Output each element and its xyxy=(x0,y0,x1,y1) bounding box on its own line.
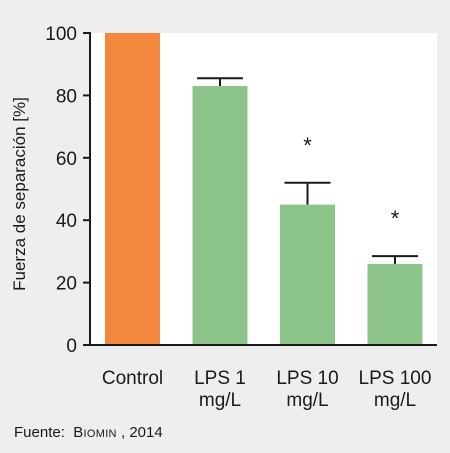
bar-0 xyxy=(105,33,160,345)
y-tick-label-0: 0 xyxy=(66,336,77,357)
category-label-0: Control xyxy=(102,368,163,389)
y-tick-label-100: 100 xyxy=(45,24,77,45)
bar-3 xyxy=(367,263,423,345)
source-year: , 2014 xyxy=(120,424,163,441)
source-note: Fuente: Biomin , 2014 xyxy=(14,424,163,441)
y-tick-label-40: 40 xyxy=(56,211,77,232)
category-label-3: LPS 100 mg/L xyxy=(359,368,432,411)
y-tick-label-60: 60 xyxy=(56,149,77,170)
y-tick-label-80: 80 xyxy=(56,86,77,107)
y-tick-label-20: 20 xyxy=(56,274,77,295)
bar-2 xyxy=(280,204,335,345)
significance-mark-3: * xyxy=(391,206,400,231)
category-label-1: LPS 1 mg/L xyxy=(194,368,246,411)
bar-1 xyxy=(192,86,248,345)
source-label: Fuente: xyxy=(14,424,65,441)
source-name: Biomin xyxy=(73,424,117,441)
significance-mark-2: * xyxy=(303,133,312,158)
y-axis-label: Fuerza de separación [%] xyxy=(10,97,29,291)
category-label-2: LPS 10 mg/L xyxy=(276,368,338,411)
